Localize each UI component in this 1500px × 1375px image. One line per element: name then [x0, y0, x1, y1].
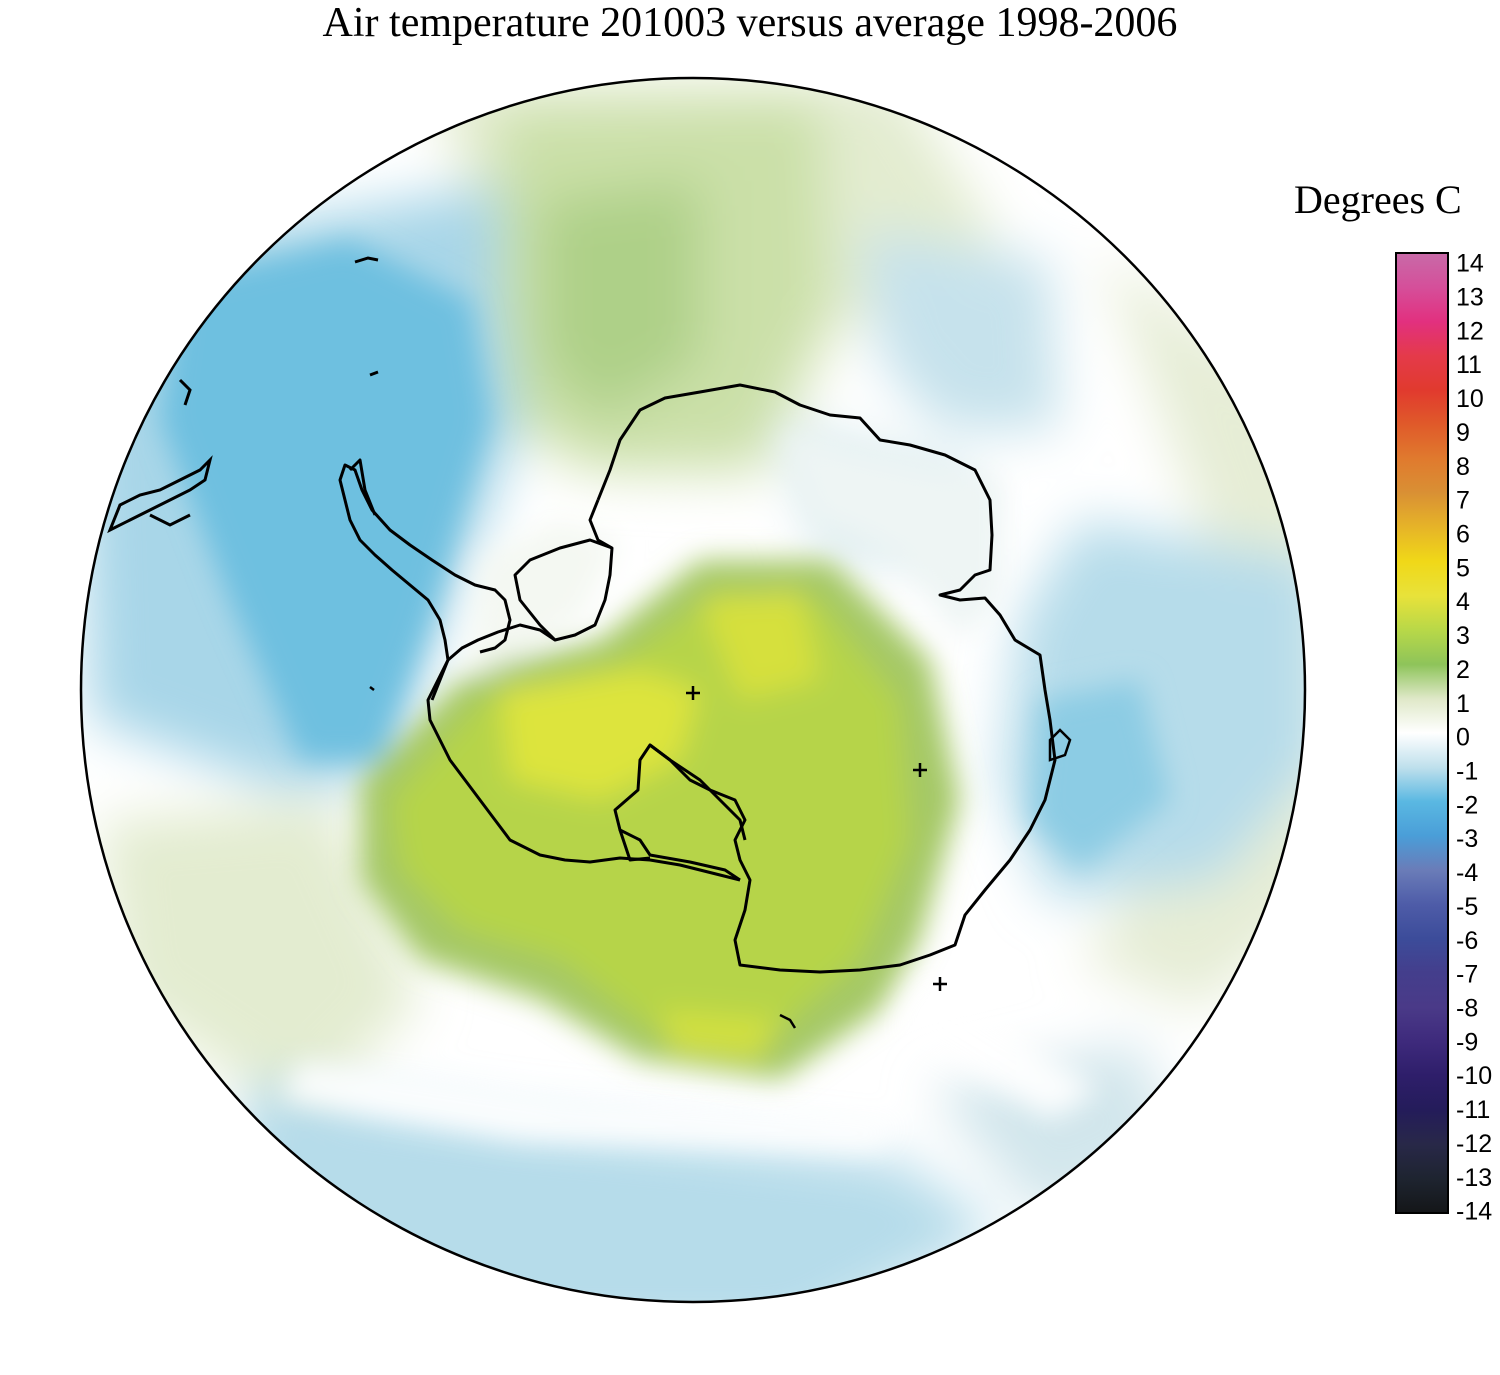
colorbar-tick-label: -4 — [1456, 859, 1478, 887]
colorbar-tick-label: 0 — [1456, 724, 1470, 752]
colorbar-tick-label: 12 — [1456, 317, 1484, 345]
colorbar-tick-label: -8 — [1456, 994, 1478, 1022]
antarctica-coastline — [338, 383, 1057, 974]
colorbar-tick-label: 14 — [1456, 250, 1484, 278]
station-markers — [686, 686, 947, 991]
colorbar: 14131211109876543210-1-2-3-4-5-6-7-8-9-1… — [1395, 250, 1492, 1226]
colorbar-tick-label: -13 — [1456, 1164, 1492, 1192]
colorbar-tick-label: -6 — [1456, 927, 1478, 955]
colorbar-tick-label: -10 — [1456, 1062, 1492, 1090]
south-america-coastline — [107, 256, 379, 534]
island-marks — [369, 686, 1072, 1029]
map-boundary — [79, 76, 1307, 1304]
colorbar-gradient — [1395, 252, 1449, 1214]
colorbar-tick-label: -12 — [1456, 1130, 1492, 1158]
colorbar-tick-label: -5 — [1456, 893, 1478, 921]
colorbar-tick-label: 13 — [1456, 283, 1484, 311]
colorbar-tick-label: 5 — [1456, 554, 1470, 582]
colorbar-tick-label: 11 — [1456, 351, 1482, 379]
colorbar-tick-label: -3 — [1456, 825, 1478, 853]
colorbar-tick-label: 2 — [1456, 656, 1470, 684]
colorbar-tick-label: -2 — [1456, 791, 1478, 819]
colorbar-tick-label: 8 — [1456, 453, 1470, 481]
colorbar-title: Degrees C — [1294, 177, 1462, 222]
colorbar-tick-label: -9 — [1456, 1028, 1478, 1056]
colorbar-tick-label: 7 — [1456, 487, 1470, 515]
colorbar-tick-label: 10 — [1456, 385, 1484, 413]
map-title: Air temperature 201003 versus average 19… — [322, 0, 1178, 46]
colorbar-tick-label: -14 — [1456, 1198, 1492, 1226]
colorbar-tick-label: 4 — [1456, 588, 1470, 616]
temperature-anomaly-field — [81, 78, 1305, 1302]
colorbar-tick-label: 6 — [1456, 520, 1470, 548]
colorbar-tick-label: -1 — [1456, 757, 1478, 785]
colorbar-tick-label: 1 — [1456, 690, 1470, 718]
colorbar-tick-label: -11 — [1456, 1096, 1490, 1124]
colorbar-tick-label: 3 — [1456, 622, 1470, 650]
colorbar-tick-label: 9 — [1456, 419, 1470, 447]
colorbar-tick-label: -7 — [1456, 961, 1478, 989]
